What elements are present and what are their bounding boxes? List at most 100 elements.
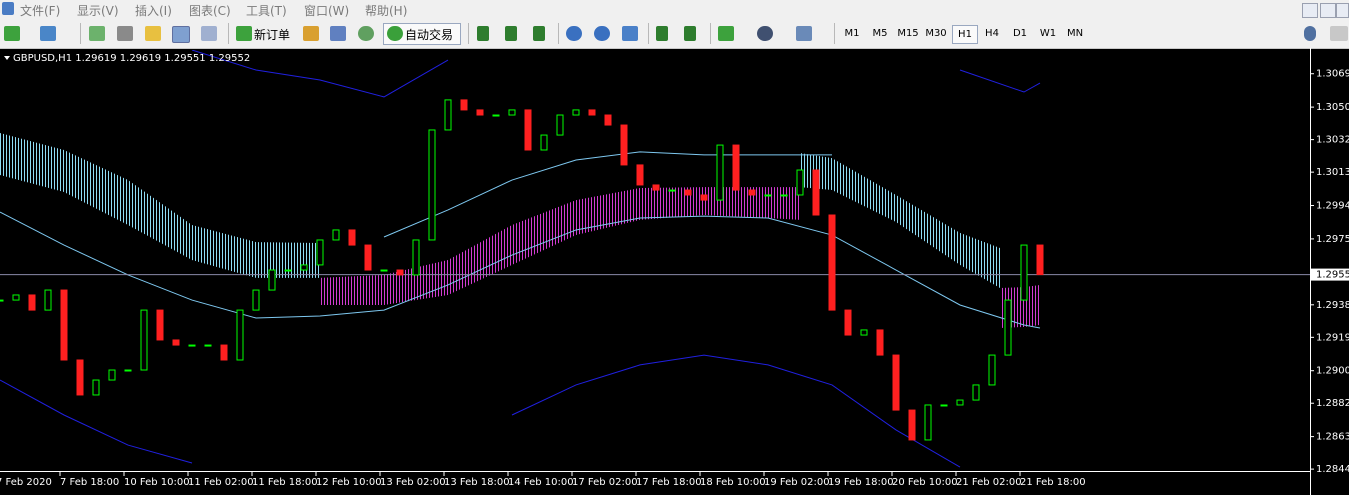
minimize-button[interactable] [1302, 3, 1318, 18]
candle [44, 289, 52, 311]
toolbar-icon[interactable] [303, 26, 319, 41]
toolbar-icon[interactable] [236, 26, 252, 41]
toolbar-icon[interactable] [757, 26, 773, 41]
separator [468, 23, 469, 44]
timeframe-button[interactable]: M30 [925, 28, 947, 39]
x-tick-label: 17 Feb 02:00 [572, 477, 638, 488]
separator [834, 23, 835, 44]
menu-item[interactable]: 图表(C) [189, 4, 231, 18]
toolbar-icon[interactable] [330, 26, 346, 41]
y-tick-label: 1.28820 [1316, 398, 1349, 409]
candle [0, 299, 4, 302]
new-order-button[interactable]: 新订单 [254, 28, 291, 42]
candle [92, 379, 100, 396]
menu-item[interactable]: 窗口(W) [304, 4, 350, 18]
candle [812, 169, 820, 216]
candle [972, 384, 980, 401]
toolbar-icon [387, 26, 403, 41]
x-tick-label: 17 Feb 18:00 [636, 477, 702, 488]
candle [204, 344, 212, 347]
toolbar-icon[interactable] [533, 26, 545, 41]
candle [172, 339, 180, 346]
menu-bar: 文件(F) 显示(V) 插入(I) 图表(C) 工具(T) 窗口(W) 帮助(H… [0, 0, 1349, 19]
x-tick-label: 14 Feb 10:00 [508, 477, 574, 488]
candle [348, 229, 356, 246]
toolbar-icon[interactable] [4, 26, 20, 41]
candle [876, 329, 884, 356]
x-tick-label: 7 Feb 2020 [0, 477, 52, 488]
menu-item[interactable]: 帮助(H) [365, 4, 408, 18]
candle [12, 294, 20, 301]
indicator-line [383, 151, 832, 238]
candle [956, 399, 964, 406]
y-tick-label: 1.30135 [1316, 167, 1349, 178]
toolbar-icon[interactable] [796, 26, 812, 41]
candle [860, 329, 868, 336]
candle [732, 144, 740, 191]
y-tick-label: 1.29195 [1316, 332, 1349, 343]
candle [508, 109, 516, 116]
candle [524, 109, 532, 151]
timeframe-button[interactable]: W1 [1039, 28, 1057, 39]
candle [684, 189, 692, 196]
candle [236, 309, 244, 361]
toolbar-icon[interactable] [622, 26, 638, 41]
toolbar-icon[interactable] [477, 26, 489, 41]
toolbar-icon[interactable] [718, 26, 734, 41]
toolbar-icon[interactable] [358, 26, 374, 41]
cloud-region [320, 187, 800, 305]
app-icon [2, 2, 14, 15]
separator [558, 23, 559, 44]
menu-item[interactable]: 显示(V) [77, 4, 119, 18]
close-button[interactable] [1336, 3, 1349, 18]
timeframe-button[interactable]: M1 [844, 28, 860, 39]
x-tick-label: 10 Feb 10:00 [124, 477, 190, 488]
candle [940, 404, 948, 407]
timeframe-button[interactable]: D1 [1012, 28, 1028, 39]
candle [76, 359, 84, 396]
toolbar-icon[interactable] [684, 26, 696, 41]
candle [364, 244, 372, 271]
toolbar-icon[interactable] [201, 26, 217, 41]
menu-item[interactable]: 文件(F) [20, 4, 61, 18]
timeframe-button[interactable]: MN [1066, 28, 1084, 39]
y-tick-label: 1.30320 [1316, 135, 1349, 146]
timeframe-button[interactable]: H1 [952, 25, 978, 44]
cloud-region [0, 132, 320, 278]
candle [284, 269, 292, 272]
candle [1004, 299, 1012, 356]
zoom-out-button[interactable] [594, 26, 610, 41]
toolbar-icon[interactable] [89, 26, 105, 41]
y-tick-label: 1.30505 [1316, 102, 1349, 113]
separator [80, 23, 81, 44]
candle [380, 269, 388, 272]
toolbar-icon[interactable] [172, 26, 190, 43]
current-price-label: 1.29552 [1316, 270, 1349, 281]
timeframe-button[interactable]: M5 [872, 28, 888, 39]
candle [1020, 244, 1028, 301]
menu-item[interactable]: 工具(T) [246, 4, 287, 18]
indicator-line [191, 50, 1041, 98]
timeframe-button[interactable]: M15 [897, 28, 919, 39]
search-button[interactable] [1304, 26, 1316, 41]
toolbar-icon[interactable] [505, 26, 517, 41]
menu-item[interactable]: 插入(I) [135, 4, 172, 18]
timeframe-button[interactable]: H4 [985, 28, 999, 39]
candle [316, 239, 324, 266]
indicator-line [0, 211, 1041, 329]
chat-button[interactable] [1330, 26, 1348, 41]
candle [1036, 244, 1044, 276]
toolbar-icon[interactable] [145, 26, 161, 41]
toolbar-icon[interactable] [656, 26, 668, 41]
candle [28, 294, 36, 311]
toolbar-icon[interactable] [40, 26, 56, 41]
auto-trading-button[interactable] [383, 23, 461, 45]
x-tick-label: 13 Feb 18:00 [444, 477, 510, 488]
restore-button[interactable] [1320, 3, 1336, 18]
candle [668, 189, 676, 192]
candle [332, 229, 340, 241]
toolbar-icon[interactable] [117, 26, 133, 41]
zoom-in-button[interactable] [566, 26, 582, 41]
x-tick-label: 20 Feb 10:00 [892, 477, 958, 488]
